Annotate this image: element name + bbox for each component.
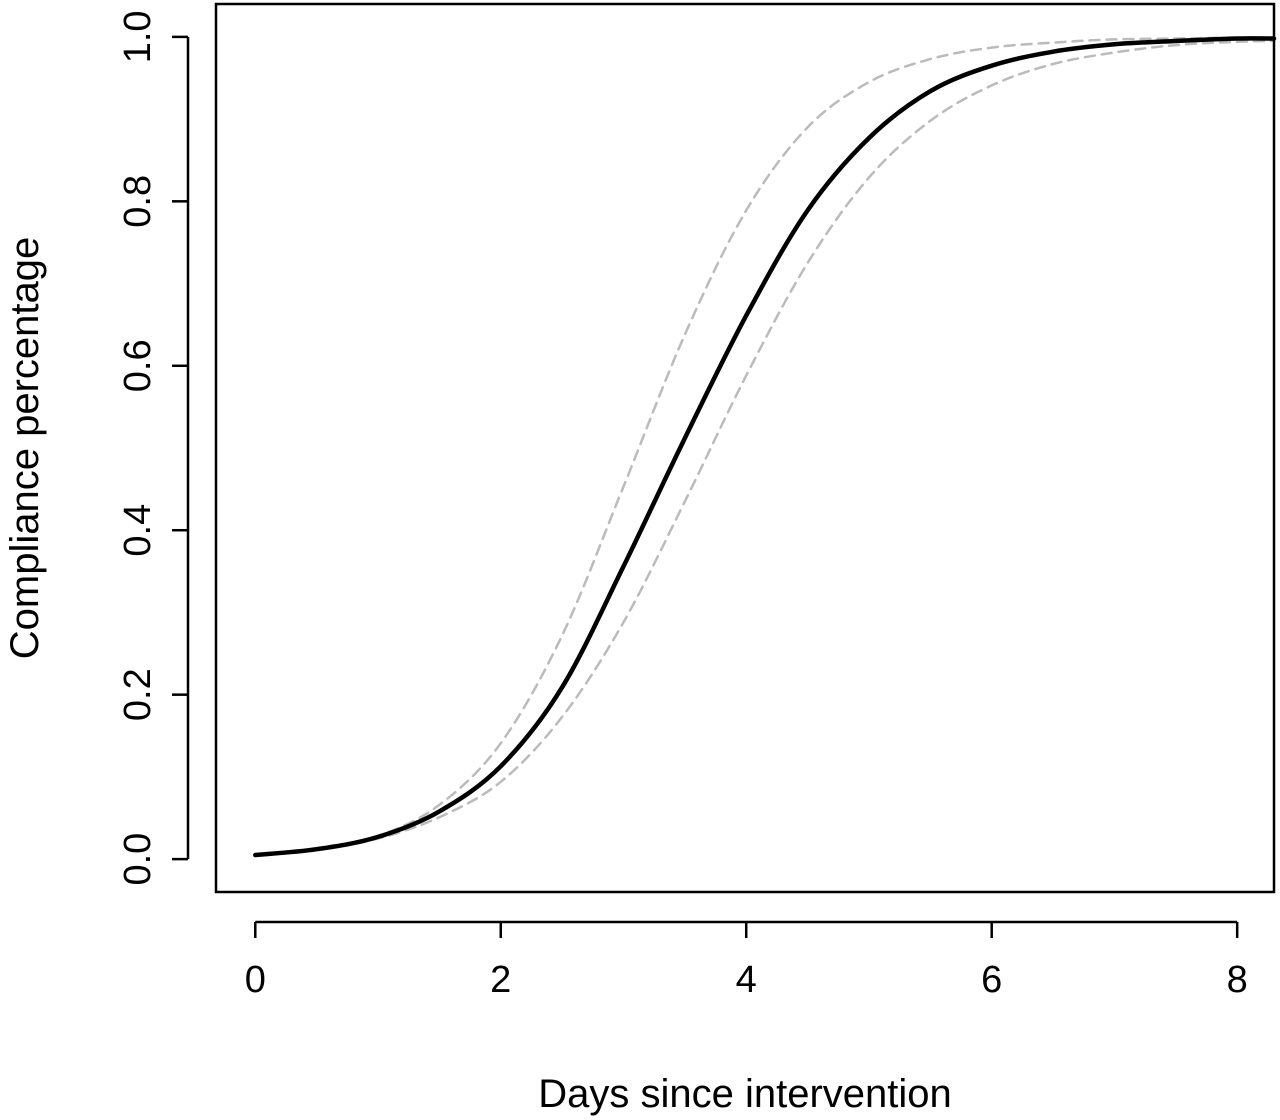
x-axis-title: Days since intervention — [538, 1072, 952, 1116]
y-tick-label: 0.6 — [117, 339, 159, 392]
x-tick-label: 4 — [736, 959, 757, 1001]
y-tick-label: 1.0 — [117, 10, 159, 63]
x-tick-label: 0 — [245, 959, 266, 1001]
x-tick-label: 8 — [1227, 959, 1248, 1001]
x-tick-label: 2 — [490, 959, 511, 1001]
y-tick-label: 0.4 — [117, 504, 159, 557]
confidence-bound-line — [254, 36, 1276, 857]
y-tick-label: 0.2 — [117, 668, 159, 721]
y-axis: 0.0 0.2 0.4 0.6 0.8 1.0 — [117, 10, 190, 886]
y-axis-title: Compliance percentage — [3, 237, 47, 659]
y-tick-label: 0.0 — [117, 833, 159, 886]
curves-layer — [253, 36, 1277, 858]
x-tick-label: 6 — [981, 959, 1002, 1001]
x-axis: 0 2 4 6 8 — [245, 920, 1248, 1001]
plot-frame — [214, 2, 1276, 894]
fitted-line — [253, 36, 1277, 858]
y-tick-label: 0.8 — [117, 175, 159, 228]
confidence-bound-line — [254, 39, 1276, 857]
